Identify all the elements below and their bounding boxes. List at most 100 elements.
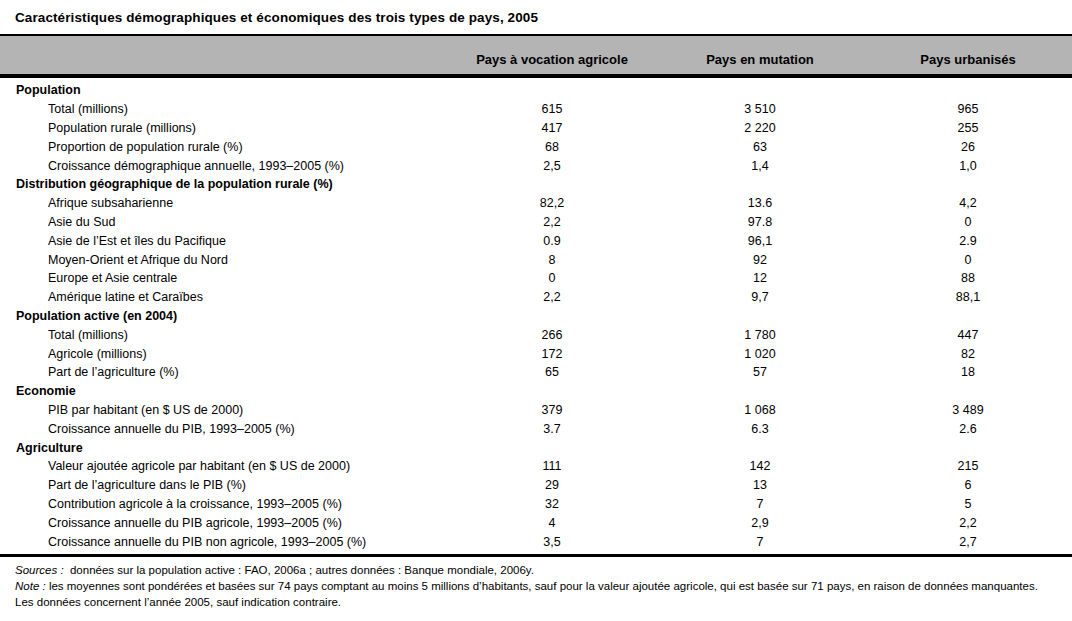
cell-value: 2,5: [448, 159, 656, 173]
cell-value: 26: [864, 140, 1072, 154]
row-label: Croissance annuelle du PIB agricole, 199…: [0, 516, 448, 530]
sources-text: données sur la population active : FAO, …: [70, 564, 534, 576]
table-row: Amérique latine et Caraïbes2,29,788,1: [0, 288, 1072, 307]
table-row: Croissance annuelle du PIB non agricole,…: [0, 532, 1072, 551]
section-header-label: Economie: [0, 384, 448, 398]
cell-value: 2,9: [656, 516, 864, 530]
cell-value: 1 780: [656, 328, 864, 342]
cell-value: 7: [656, 535, 864, 549]
cell-value: 1 020: [656, 347, 864, 361]
cell-value: 68: [448, 140, 656, 154]
row-label: Population rurale (millions): [0, 121, 448, 135]
cell-value: 4,2: [864, 196, 1072, 210]
table-row: Europe et Asie centrale01288: [0, 269, 1072, 288]
section-header-label: Distribution géographique de la populati…: [0, 177, 448, 191]
cell-value: 63: [656, 140, 864, 154]
cell-value: 965: [864, 102, 1072, 116]
cell-value: 1 068: [656, 403, 864, 417]
cell-value: 215: [864, 459, 1072, 473]
cell-value: 615: [448, 102, 656, 116]
table-row: Asie du Sud2,297.80: [0, 213, 1072, 232]
row-label: Croissance annuelle du PIB, 1993–2005 (%…: [0, 422, 448, 436]
cell-value: 92: [656, 253, 864, 267]
cell-value: 2 220: [656, 121, 864, 135]
row-label: Amérique latine et Caraïbes: [0, 290, 448, 304]
cell-value: 82: [864, 347, 1072, 361]
row-label: Total (millions): [0, 102, 448, 116]
table-row: Asie de l’Est et îles du Pacifique0.996,…: [0, 231, 1072, 250]
cell-value: 29: [448, 478, 656, 492]
cell-value: 3 510: [656, 102, 864, 116]
row-label: Part de l’agriculture dans le PIB (%): [0, 478, 448, 492]
cell-value: 97.8: [656, 215, 864, 229]
cell-value: 266: [448, 328, 656, 342]
cell-value: 96,1: [656, 234, 864, 248]
cell-value: 9,7: [656, 290, 864, 304]
table-row: Afrique subsaharienne82,213.64,2: [0, 194, 1072, 213]
cell-value: 4: [448, 516, 656, 530]
cell-value: 3 489: [864, 403, 1072, 417]
note-text: les moyennes sont pondérées et basées su…: [15, 580, 1038, 608]
table-row: Moyen-Orient et Afrique du Nord8920: [0, 250, 1072, 269]
note-line: Note : les moyennes sont pondérées et ba…: [15, 578, 1057, 610]
cell-value: 3.7: [448, 422, 656, 436]
sources-line: Sources : données sur la population acti…: [15, 562, 1057, 578]
row-label: Europe et Asie centrale: [0, 271, 448, 285]
table-row: Croissance démographique annuelle, 1993–…: [0, 156, 1072, 175]
cell-value: 6.3: [656, 422, 864, 436]
cell-value: 2,2: [448, 290, 656, 304]
table-title: Caractéristiques démographiques et écono…: [0, 0, 1072, 34]
column-header-pays-vocation-agricole: Pays à vocation agricole: [448, 52, 656, 74]
cell-value: 255: [864, 121, 1072, 135]
table-row: Valeur ajoutée agricole par habitant (en…: [0, 457, 1072, 476]
cell-value: 88: [864, 271, 1072, 285]
cell-value: 417: [448, 121, 656, 135]
table-row: Total (millions)2661 780447: [0, 325, 1072, 344]
cell-value: 3,5: [448, 535, 656, 549]
table-row: Agricole (millions)1721 02082: [0, 344, 1072, 363]
row-label: Afrique subsaharienne: [0, 196, 448, 210]
cell-value: 6: [864, 478, 1072, 492]
cell-value: 32: [448, 497, 656, 511]
row-label: Valeur ajoutée agricole par habitant (en…: [0, 459, 448, 473]
cell-value: 111: [448, 459, 656, 473]
section-header-row: Population active (en 2004): [0, 307, 1072, 326]
row-label: Croissance annuelle du PIB non agricole,…: [0, 535, 448, 549]
row-label: Part de l’agriculture (%): [0, 365, 448, 379]
document-page: Caractéristiques démographiques et écono…: [0, 0, 1072, 610]
column-header-pays-en-mutation: Pays en mutation: [656, 52, 864, 74]
section-header-label: Agriculture: [0, 441, 448, 455]
row-label: Asie du Sud: [0, 215, 448, 229]
sources-label: Sources :: [15, 564, 64, 576]
cell-value: 447: [864, 328, 1072, 342]
table-footnotes: Sources : données sur la population acti…: [0, 557, 1072, 610]
cell-value: 0: [864, 253, 1072, 267]
row-label: Total (millions): [0, 328, 448, 342]
cell-value: 2,7: [864, 535, 1072, 549]
cell-value: 1,0: [864, 159, 1072, 173]
table-row: Part de l’agriculture dans le PIB (%)291…: [0, 476, 1072, 495]
cell-value: 2,2: [864, 516, 1072, 530]
column-header-band: Pays à vocation agricole Pays en mutatio…: [0, 34, 1072, 78]
row-label: Proportion de population rurale (%): [0, 140, 448, 154]
row-label: Asie de l’Est et îles du Pacifique: [0, 234, 448, 248]
section-header-row: Agriculture: [0, 438, 1072, 457]
section-header-label: Population: [0, 83, 448, 97]
row-label: Contribution agricole à la croissance, 1…: [0, 497, 448, 511]
cell-value: 13: [656, 478, 864, 492]
cell-value: 88,1: [864, 290, 1072, 304]
cell-value: 18: [864, 365, 1072, 379]
row-label: Croissance démographique annuelle, 1993–…: [0, 159, 448, 173]
cell-value: 2.9: [864, 234, 1072, 248]
section-header-label: Population active (en 2004): [0, 309, 448, 323]
cell-value: 0.9: [448, 234, 656, 248]
section-header-row: Distribution géographique de la populati…: [0, 175, 1072, 194]
cell-value: 2.6: [864, 422, 1072, 436]
cell-value: 2,2: [448, 215, 656, 229]
table-body: PopulationTotal (millions)6153 510965Pop…: [0, 78, 1072, 551]
cell-value: 172: [448, 347, 656, 361]
table-row: Total (millions)6153 510965: [0, 100, 1072, 119]
table-row: PIB par habitant (en $ US de 2000)3791 0…: [0, 401, 1072, 420]
row-label: PIB par habitant (en $ US de 2000): [0, 403, 448, 417]
cell-value: 82,2: [448, 196, 656, 210]
